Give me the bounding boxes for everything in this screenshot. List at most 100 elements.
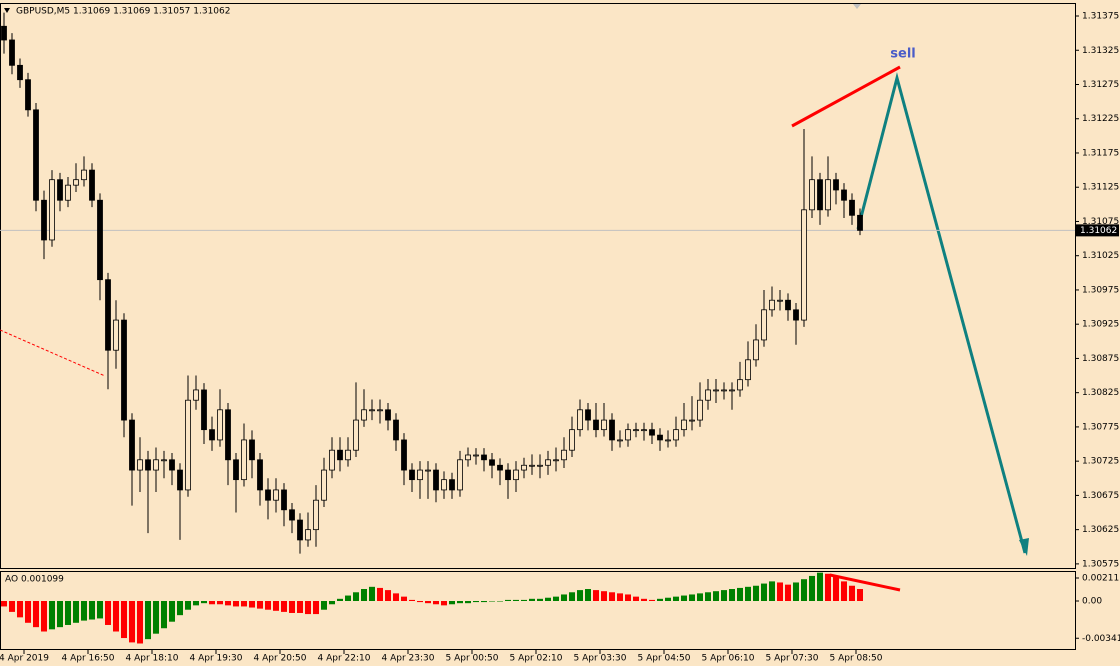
candle-body bbox=[57, 179, 63, 201]
candle-body bbox=[289, 509, 295, 521]
candle-body bbox=[609, 419, 615, 441]
ao-bar bbox=[641, 598, 647, 601]
projection-arrowhead bbox=[1019, 538, 1029, 556]
ao-bar bbox=[857, 589, 863, 601]
candle-body bbox=[361, 409, 367, 421]
candle-body bbox=[161, 459, 167, 462]
candle-body bbox=[505, 469, 511, 481]
y-tick-label: 1.31175 bbox=[1082, 148, 1119, 158]
candle-body bbox=[585, 409, 591, 421]
candle-body bbox=[649, 429, 655, 436]
candle-body bbox=[393, 419, 399, 441]
ao-bar bbox=[377, 587, 383, 601]
y-tick-label: 1.31225 bbox=[1082, 114, 1119, 124]
candle-body bbox=[169, 459, 175, 471]
candle-body bbox=[305, 529, 311, 541]
ao-bar bbox=[209, 600, 215, 605]
ao-bar bbox=[385, 590, 391, 601]
candle-body bbox=[249, 439, 255, 461]
candle-body bbox=[633, 429, 639, 432]
candle-body bbox=[665, 439, 671, 442]
y-tick-label: 0.002111 bbox=[1082, 573, 1120, 583]
ao-bar bbox=[33, 600, 39, 628]
ao-bar bbox=[729, 589, 735, 601]
candle-body bbox=[841, 189, 847, 201]
ao-bar bbox=[265, 600, 271, 610]
candle-body bbox=[49, 179, 55, 241]
x-tick-label: 5 Apr 04:50 bbox=[638, 654, 691, 664]
ao-bar bbox=[169, 600, 175, 622]
ao-bar bbox=[705, 592, 711, 601]
marks: 1.31375 1.31325 1.31275 1.31225 1.31175 1.311… bbox=[0, 12, 1120, 664]
ao-bar bbox=[409, 599, 415, 601]
ao-bar bbox=[569, 592, 575, 601]
ao-bar bbox=[217, 600, 223, 605]
y-tick-label: 1.30925 bbox=[1082, 320, 1119, 330]
candle-body bbox=[313, 499, 319, 531]
ao-bar bbox=[585, 589, 591, 601]
ao-bar bbox=[593, 590, 599, 601]
candle-body bbox=[705, 389, 711, 401]
ao-bar bbox=[657, 598, 663, 601]
candle-body bbox=[473, 454, 479, 457]
ao-bar bbox=[737, 587, 743, 601]
ao-bar bbox=[97, 600, 103, 619]
ao-bar bbox=[345, 595, 351, 601]
candle-body bbox=[641, 429, 647, 432]
ao-bar bbox=[649, 599, 655, 601]
y-tick-label: 0.00 bbox=[1082, 596, 1102, 606]
candle-body bbox=[601, 419, 607, 431]
candle-body bbox=[153, 459, 159, 471]
candle-body bbox=[1, 25, 7, 41]
ao-bar bbox=[185, 600, 191, 610]
candle-body bbox=[145, 459, 151, 471]
candle-body bbox=[281, 489, 287, 511]
candle-body bbox=[521, 464, 527, 471]
ao-bar bbox=[769, 581, 775, 601]
ao-bar bbox=[441, 600, 447, 606]
y-tick-label: 1.30675 bbox=[1082, 491, 1119, 501]
ao-bar bbox=[849, 585, 855, 601]
candle-body bbox=[441, 479, 447, 491]
ao-bar bbox=[793, 582, 799, 601]
x-tick-label: 4 Apr 19:30 bbox=[190, 654, 243, 664]
ao-bar bbox=[25, 600, 31, 623]
ao-bar bbox=[401, 596, 407, 601]
ao-bar bbox=[457, 600, 463, 604]
ao-bar bbox=[505, 599, 511, 601]
candle-body bbox=[177, 469, 183, 491]
candle-body bbox=[217, 409, 223, 441]
candle-body bbox=[273, 489, 279, 501]
candle-body bbox=[497, 464, 503, 471]
ao-bar bbox=[225, 600, 231, 606]
ao-bar bbox=[233, 600, 239, 607]
shift-marker bbox=[853, 4, 861, 9]
ao-bar bbox=[617, 593, 623, 601]
candle-body bbox=[793, 309, 799, 321]
candle-body bbox=[193, 389, 199, 401]
ao-bar bbox=[553, 596, 559, 601]
candle-body bbox=[353, 419, 359, 451]
ao-bar bbox=[57, 600, 63, 628]
x-tick-label: 5 Apr 00:50 bbox=[446, 654, 499, 664]
ao-bar bbox=[305, 600, 311, 615]
trend-dashed bbox=[0, 329, 106, 377]
candle-body bbox=[17, 64, 23, 81]
candle-body bbox=[369, 409, 375, 412]
ao-bar bbox=[625, 594, 631, 601]
candle-body bbox=[209, 429, 215, 441]
candle-body bbox=[9, 39, 15, 66]
ao-bar bbox=[153, 600, 159, 634]
ao-title: AO 0.001099 bbox=[5, 575, 64, 585]
y-tick-label: 1.31325 bbox=[1082, 46, 1119, 56]
ao-bar bbox=[129, 600, 135, 643]
candle-body bbox=[401, 439, 407, 471]
candle-body bbox=[185, 399, 191, 491]
candle-body bbox=[513, 469, 519, 481]
candle-body bbox=[625, 429, 631, 441]
candle-body bbox=[65, 184, 71, 201]
x-tick-label: 4 Apr 18:10 bbox=[126, 654, 179, 664]
y-tick-label: 1.30975 bbox=[1082, 285, 1119, 295]
y-tick-label: 1.31025 bbox=[1082, 251, 1119, 261]
